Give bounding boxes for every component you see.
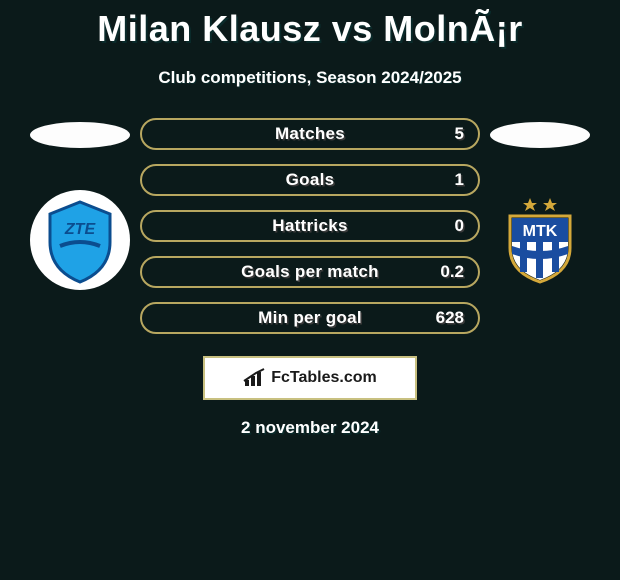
stat-label: Matches — [275, 124, 345, 144]
stat-label: Min per goal — [258, 308, 362, 328]
stat-row-goals: Goals 1 — [140, 164, 480, 196]
left-player-silhouette — [30, 122, 130, 148]
left-player-col: ZTE — [20, 118, 140, 290]
zte-badge-icon: ZTE — [30, 190, 130, 290]
stat-value: 0 — [455, 216, 464, 236]
stat-value: 5 — [455, 124, 464, 144]
stat-value: 1 — [455, 170, 464, 190]
right-club-logo: MTK — [490, 190, 590, 290]
svg-text:MTK: MTK — [523, 223, 558, 240]
attribution-text: FcTables.com — [271, 369, 377, 387]
stat-label: Goals per match — [241, 262, 379, 282]
attribution-box: FcTables.com — [203, 356, 417, 400]
stat-label: Goals — [286, 170, 335, 190]
stat-value: 0.2 — [440, 262, 464, 282]
stat-value: 628 — [436, 308, 464, 328]
bar-chart-icon — [243, 368, 267, 388]
stats-area: ZTE Matches 5 Goals 1 Hattricks 0 Goals … — [0, 118, 620, 334]
stat-row-matches: Matches 5 — [140, 118, 480, 150]
stats-column: Matches 5 Goals 1 Hattricks 0 Goals per … — [140, 118, 480, 334]
stat-row-hattricks: Hattricks 0 — [140, 210, 480, 242]
right-player-silhouette — [490, 122, 590, 148]
stat-label: Hattricks — [272, 216, 347, 236]
date-text: 2 november 2024 — [0, 418, 620, 438]
mtk-badge-icon: MTK — [490, 190, 590, 290]
right-player-col: MTK — [480, 118, 600, 290]
stat-row-goals-per-match: Goals per match 0.2 — [140, 256, 480, 288]
svg-text:ZTE: ZTE — [64, 221, 97, 238]
left-club-logo: ZTE — [30, 190, 130, 290]
comparison-card: Milan Klausz vs MolnÃ¡r Club competition… — [0, 0, 620, 580]
page-subtitle: Club competitions, Season 2024/2025 — [0, 68, 620, 88]
stat-row-min-per-goal: Min per goal 628 — [140, 302, 480, 334]
page-title: Milan Klausz vs MolnÃ¡r — [0, 0, 620, 50]
